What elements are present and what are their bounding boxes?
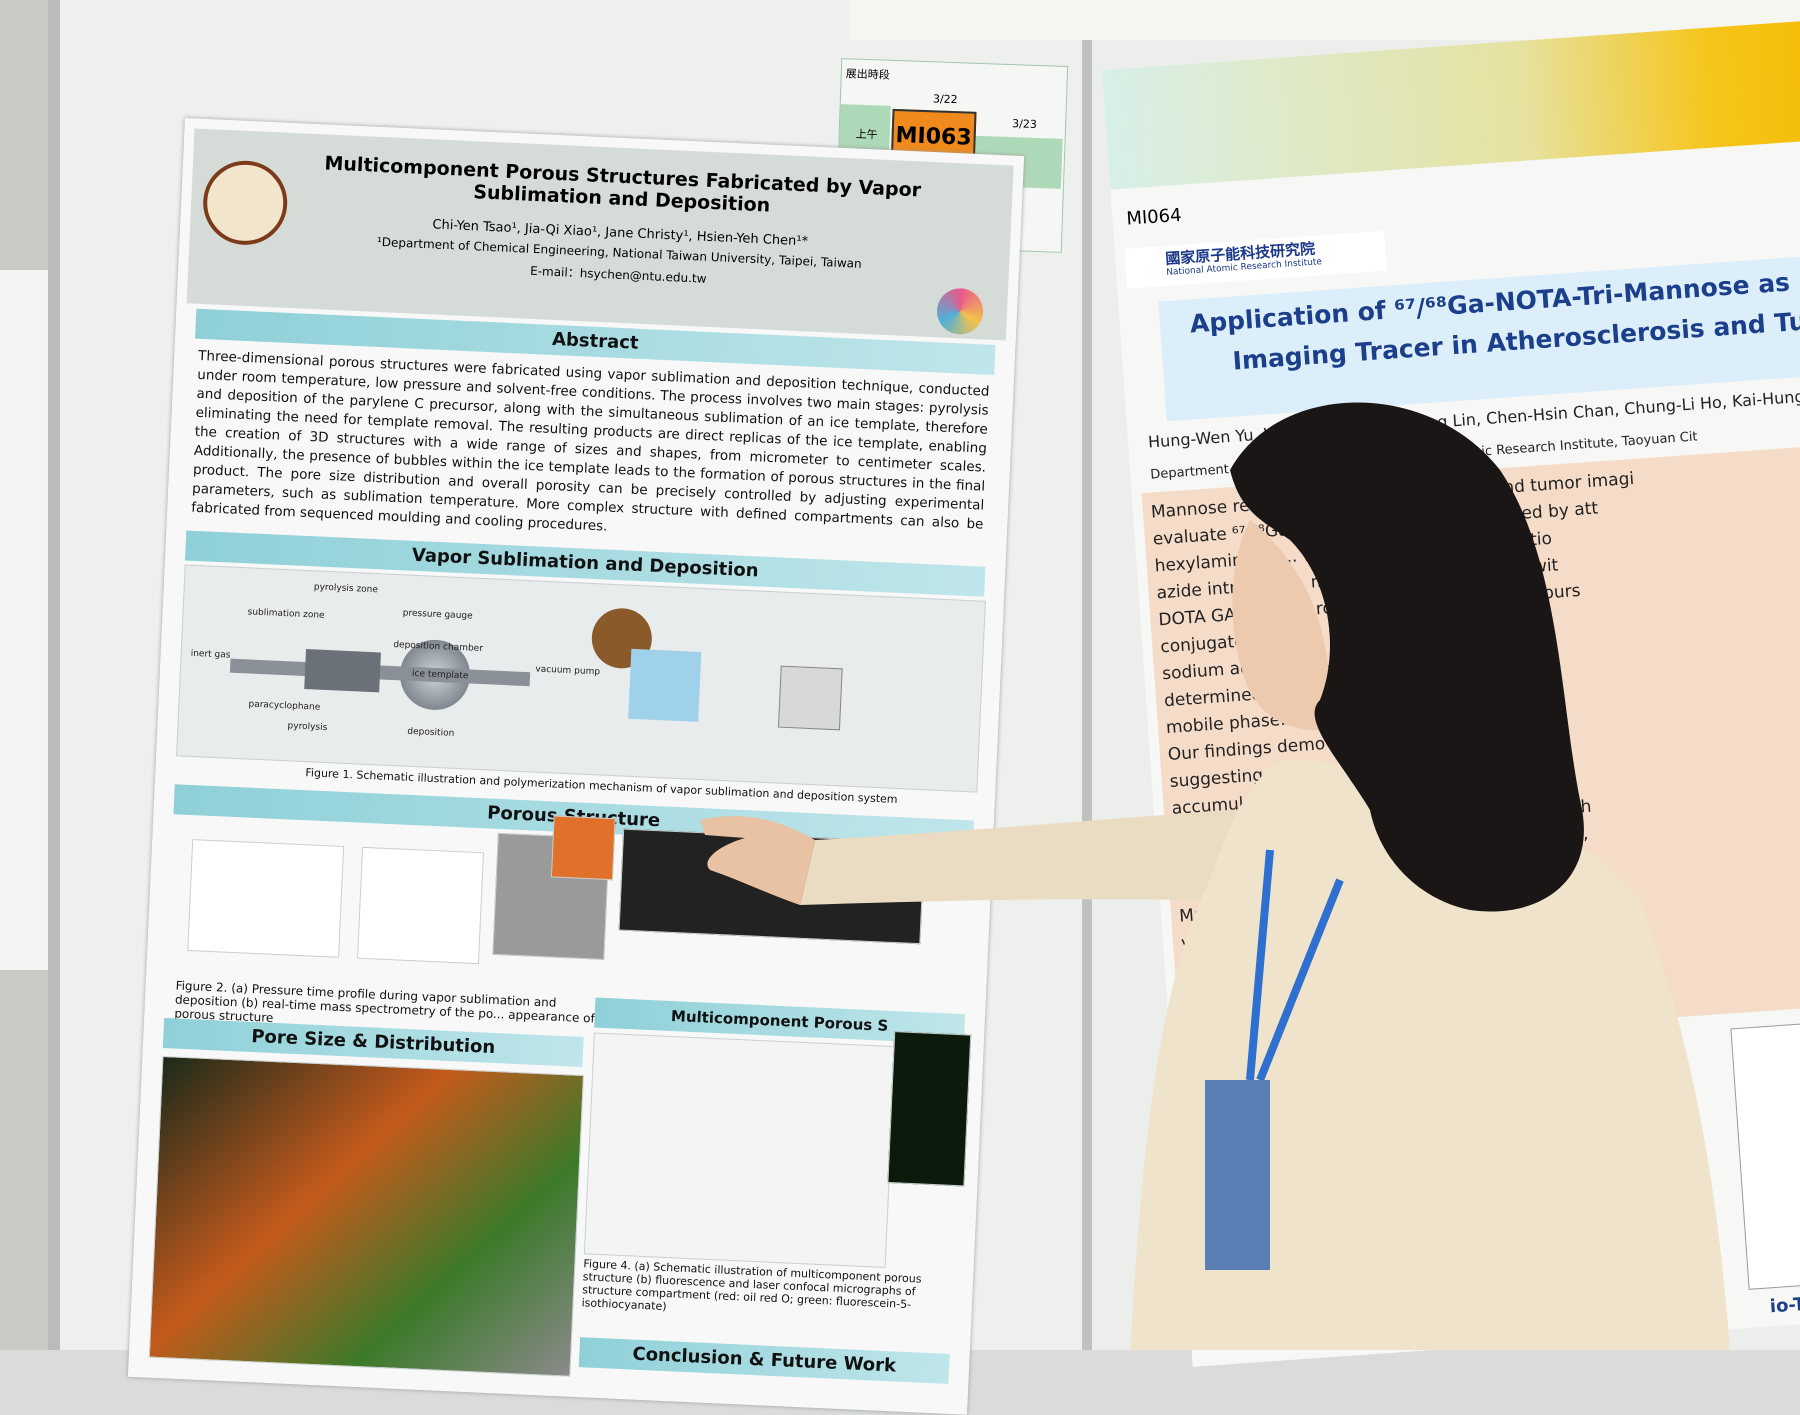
badge — [1205, 1080, 1270, 1270]
lanyard — [1246, 849, 1344, 1082]
face — [1232, 520, 1330, 730]
hair — [1230, 402, 1584, 912]
jacket-body — [1130, 760, 1730, 1350]
hand — [700, 816, 815, 905]
person — [700, 402, 1730, 1350]
